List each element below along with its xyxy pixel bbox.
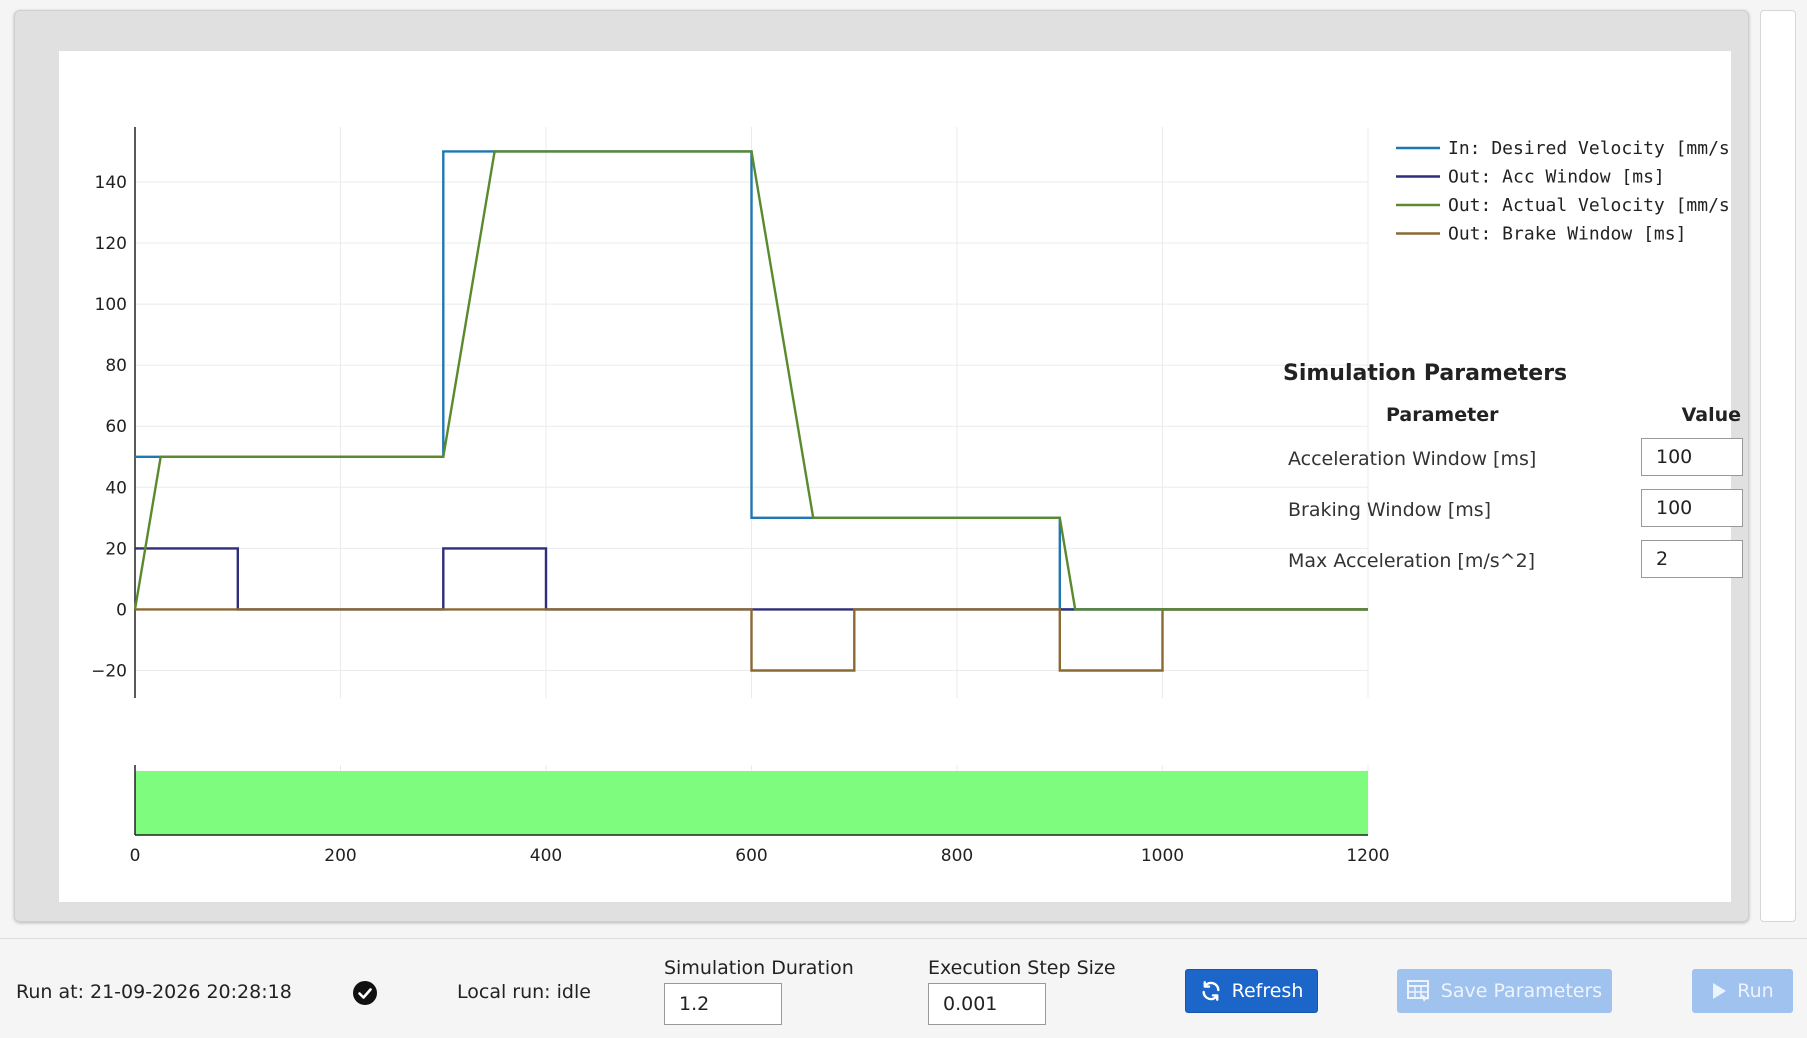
series-line bbox=[135, 547, 1368, 611]
step-size-group: Execution Step Size bbox=[928, 957, 1116, 1025]
x-tick-label: 1000 bbox=[1141, 846, 1184, 866]
save-parameters-button[interactable]: Save Parameters bbox=[1397, 969, 1612, 1013]
simulation-duration-input[interactable] bbox=[664, 983, 782, 1025]
series-line bbox=[133, 150, 1368, 611]
y-tick-label: 120 bbox=[95, 234, 127, 254]
simulation-duration-label: Simulation Duration bbox=[664, 957, 854, 979]
side-scroll-panel[interactable] bbox=[1760, 10, 1796, 922]
step-size-input[interactable] bbox=[928, 983, 1046, 1025]
refresh-button[interactable]: Refresh bbox=[1185, 969, 1318, 1013]
param-row-braking-window: Braking Window [ms] bbox=[1283, 487, 1743, 538]
legend-entry: Out: Actual Velocity [mm/s] bbox=[1448, 195, 1731, 216]
plot-area: −20 0 20 40 60 80 100 120 140 0 200 400 600 800 1000 12… bbox=[59, 51, 1743, 902]
play-icon bbox=[1713, 983, 1727, 999]
params-col-parameter: Parameter bbox=[1386, 404, 1499, 426]
param-label: Braking Window [ms] bbox=[1288, 499, 1492, 521]
series-line bbox=[135, 150, 1368, 611]
check-circle-icon bbox=[353, 981, 377, 1005]
params-col-value: Value bbox=[1681, 404, 1741, 426]
bottom-toolbar: Run at: 21-09-2026 20:28:18 Local run: i… bbox=[0, 938, 1807, 1038]
y-tick-label: 60 bbox=[105, 417, 127, 437]
x-tick-label: 0 bbox=[130, 846, 141, 866]
step-size-label: Execution Step Size bbox=[928, 957, 1116, 979]
local-run-status: Local run: idle bbox=[457, 981, 591, 1003]
y-tick-label: 80 bbox=[105, 356, 127, 376]
y-tick-label: 100 bbox=[95, 295, 127, 315]
legend-entry: Out: Acc Window [ms] bbox=[1448, 167, 1665, 188]
param-row-acceleration-window: Acceleration Window [ms] bbox=[1283, 436, 1743, 487]
legend-entry: Out: Brake Window [ms] bbox=[1448, 224, 1686, 245]
param-row-max-acceleration: Max Acceleration [m/s^2] bbox=[1283, 538, 1743, 589]
run-label: Run bbox=[1737, 980, 1774, 1002]
braking-window-input[interactable] bbox=[1641, 489, 1743, 527]
series-line bbox=[135, 608, 1368, 672]
refresh-label: Refresh bbox=[1231, 980, 1304, 1002]
y-tick-label: 140 bbox=[95, 173, 127, 193]
max-acceleration-input[interactable] bbox=[1641, 540, 1743, 578]
simulation-duration-group: Simulation Duration bbox=[664, 957, 854, 1025]
params-header: Parameter Value bbox=[1283, 404, 1743, 436]
simulation-parameters-panel: Simulation Parameters Parameter Value Ac… bbox=[1283, 361, 1743, 589]
y-tick-label: 20 bbox=[105, 539, 127, 559]
param-label: Acceleration Window [ms] bbox=[1288, 448, 1537, 470]
refresh-icon bbox=[1202, 981, 1220, 1001]
y-tick-label: 0 bbox=[116, 600, 127, 620]
chart: −20 0 20 40 60 80 100 120 140 0 200 400 600 800 1000 12… bbox=[91, 127, 1731, 866]
x-tick-label: 800 bbox=[941, 846, 973, 866]
run-button[interactable]: Run bbox=[1692, 969, 1793, 1013]
x-tick-label: 600 bbox=[735, 846, 767, 866]
status-band bbox=[135, 771, 1368, 835]
legend-entry: In: Desired Velocity [mm/s] bbox=[1448, 138, 1731, 159]
acceleration-window-input[interactable] bbox=[1641, 438, 1743, 476]
params-title: Simulation Parameters bbox=[1283, 361, 1568, 386]
x-tick-label: 400 bbox=[530, 846, 562, 866]
save-table-icon bbox=[1406, 980, 1429, 1002]
param-label: Max Acceleration [m/s^2] bbox=[1288, 550, 1536, 572]
x-tick-label: 200 bbox=[324, 846, 356, 866]
run-timestamp: Run at: 21-09-2026 20:28:18 bbox=[16, 981, 292, 1003]
save-parameters-label: Save Parameters bbox=[1440, 980, 1603, 1002]
y-tick-label: 40 bbox=[105, 478, 127, 498]
x-tick-label: 1200 bbox=[1346, 846, 1389, 866]
y-tick-label: −20 bbox=[91, 662, 127, 682]
plot-panel: −20 0 20 40 60 80 100 120 140 0 200 400 600 800 1000 12… bbox=[14, 10, 1749, 922]
